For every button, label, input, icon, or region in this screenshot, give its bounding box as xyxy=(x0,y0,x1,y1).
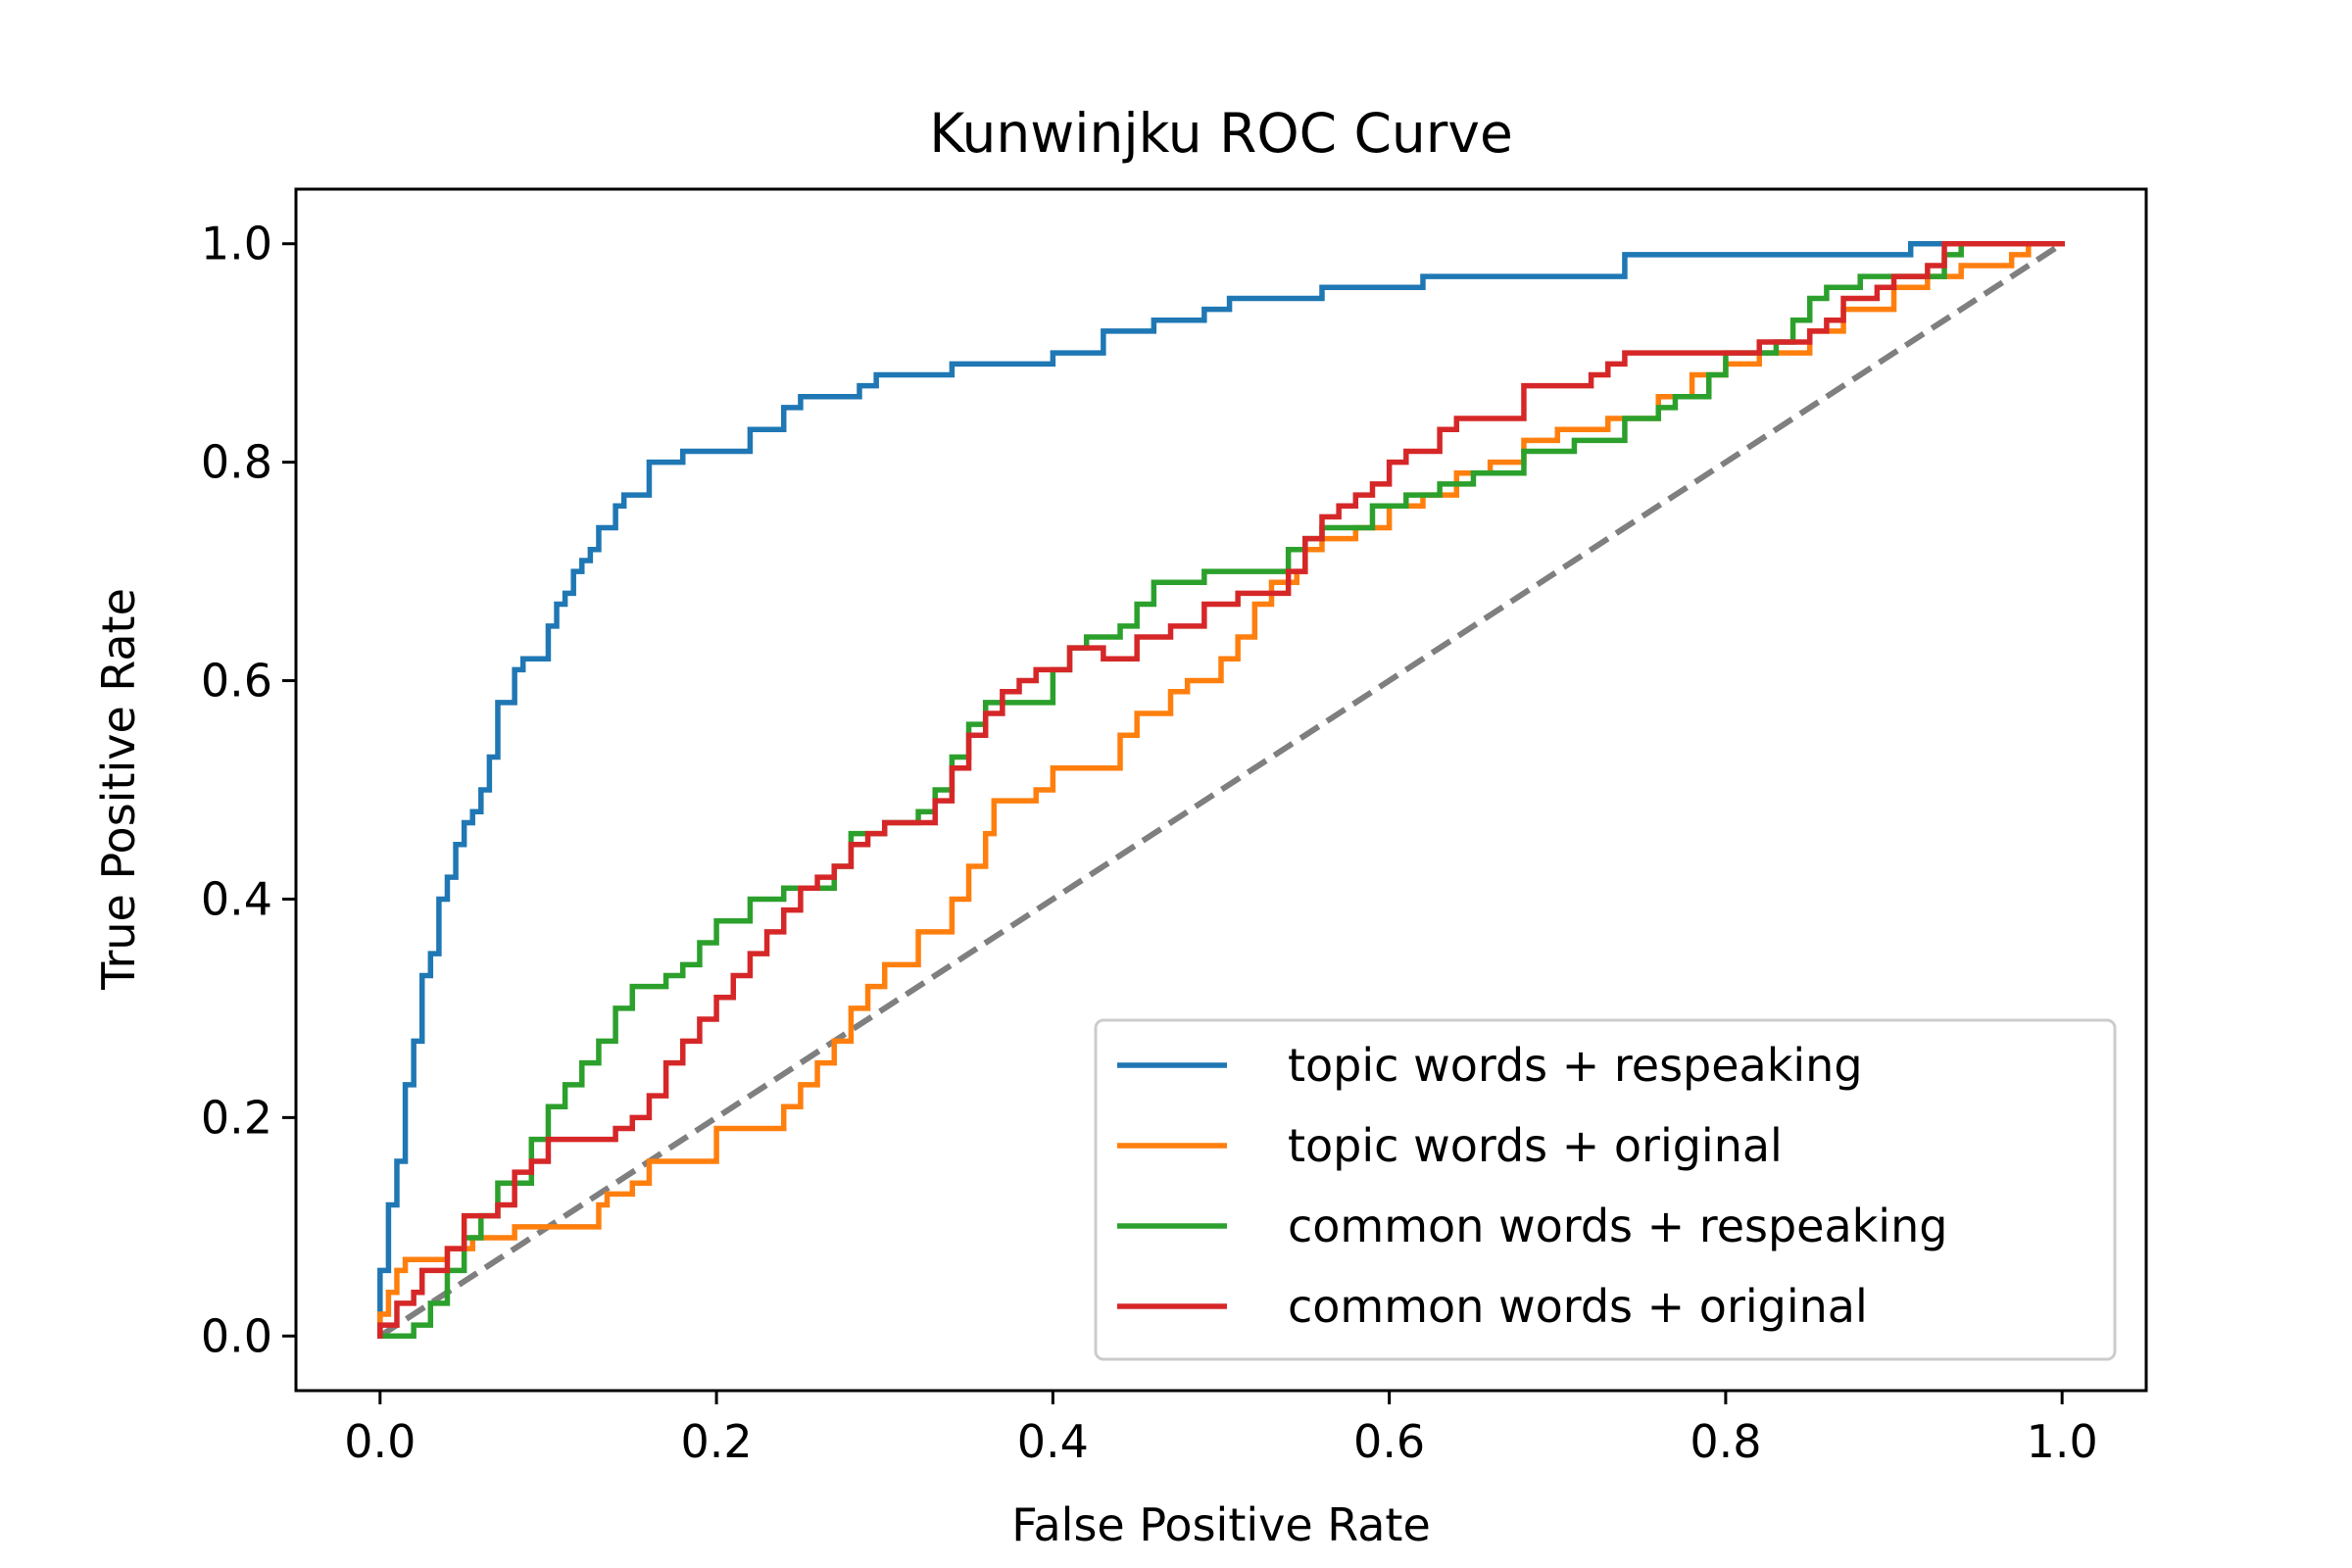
y-axis-label: True Positive Rate xyxy=(92,588,145,991)
chance-diagonal-line xyxy=(378,241,2064,1339)
plot-area xyxy=(377,240,2065,1340)
y-tick-label: 0.4 xyxy=(201,872,272,925)
y-tick-label: 0.6 xyxy=(201,655,272,708)
plot-frame xyxy=(294,187,2148,1393)
x-tick-label: 0.4 xyxy=(1017,1415,1089,1468)
legend-label-common-words-respeaking: common words + respeaking xyxy=(1288,1200,1947,1252)
legend-box xyxy=(1094,1018,2117,1361)
legend-label-common-words-original: common words + original xyxy=(1288,1280,1868,1333)
series-line-topic-words-respeaking xyxy=(377,240,2065,1340)
x-tick-label: 0.2 xyxy=(681,1415,753,1468)
y-tick-label: 1.0 xyxy=(201,218,272,270)
series-line-common-words-original xyxy=(377,240,2065,1340)
y-tick-label: 0.0 xyxy=(201,1309,272,1362)
series-line-topic-words-original xyxy=(377,240,2065,1340)
axis-ticks: 0.0 0.2 0.4 0.6 0.8 1.0 0.0 0.2 0.4 0.6 0.8 1.0 xyxy=(201,218,2098,1468)
x-axis-label: False Positive Rate xyxy=(1011,1498,1431,1551)
x-tick-label: 0.6 xyxy=(1353,1415,1425,1468)
series-line-common-words-respeaking xyxy=(377,240,2065,1340)
x-tick-label: 0.8 xyxy=(1690,1415,1761,1468)
legend-label-topic-words-original: topic words + original xyxy=(1288,1119,1783,1172)
legend-label-topic-words-respeaking: topic words + respeaking xyxy=(1288,1039,1863,1092)
x-tick-label: 1.0 xyxy=(2027,1415,2098,1468)
y-tick-label: 0.8 xyxy=(201,436,272,489)
x-tick-label: 0.0 xyxy=(344,1415,416,1468)
legend: topic words + respeaking topic words + or… xyxy=(1094,1018,2117,1361)
chart-title: Kunwinjku ROC Curve xyxy=(929,102,1513,165)
y-tick-label: 0.2 xyxy=(201,1091,272,1144)
